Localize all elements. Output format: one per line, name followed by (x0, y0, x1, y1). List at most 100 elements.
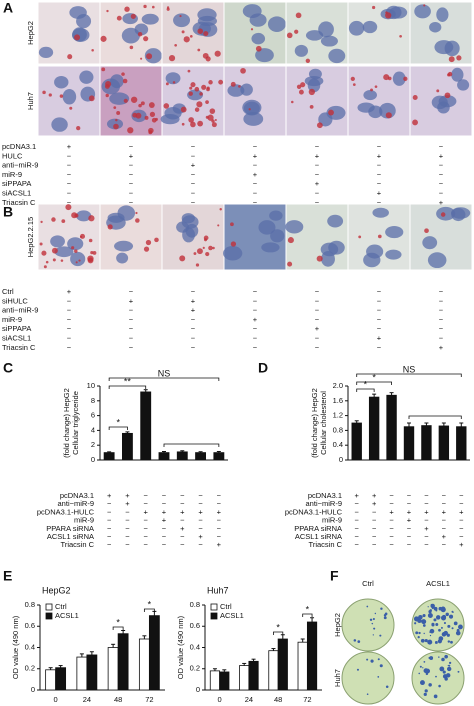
colony (424, 689, 428, 693)
lipid-droplet (143, 36, 149, 42)
treatment-mark: − (253, 287, 258, 296)
nucleus (318, 112, 333, 127)
treatment-mark: − (129, 315, 134, 324)
lipid-droplet (115, 118, 118, 122)
treatment-mark: + (67, 142, 72, 151)
treatment-mark: − (107, 524, 112, 533)
x-tick-label: 0 (54, 695, 58, 704)
colony (377, 675, 380, 678)
lipid-droplet (43, 265, 47, 269)
treatment-mark: − (355, 524, 360, 533)
treatment-mark: − (198, 524, 203, 533)
treatment-mark: − (407, 524, 412, 533)
treatment-mark: − (377, 343, 382, 352)
nucleus (372, 207, 389, 218)
bar (438, 425, 450, 461)
lipid-droplet (217, 224, 220, 227)
lipid-droplet (189, 86, 193, 90)
lipid-droplet (79, 235, 83, 238)
bracket (356, 381, 392, 385)
treatment-mark: − (129, 170, 134, 179)
lipid-droplet (372, 5, 376, 10)
treatment-label: pcDNA3.1-HULC (37, 507, 95, 516)
treatment-mark: + (459, 540, 464, 549)
bracket (108, 377, 220, 381)
treatment-mark: + (377, 188, 382, 197)
colony (366, 605, 369, 608)
treatment-mark: − (144, 532, 149, 541)
colony (384, 612, 388, 616)
x-tick-label: 72 (145, 695, 153, 704)
treatment-mark: − (439, 306, 444, 315)
lipid-droplet (194, 107, 200, 112)
nucleus (243, 112, 264, 126)
bar (456, 426, 467, 461)
nucleus (261, 242, 280, 253)
nucleus (71, 28, 90, 42)
colony (438, 656, 440, 658)
colony (445, 673, 451, 678)
panel-label: F (330, 568, 339, 584)
significance-label: * (306, 604, 310, 614)
colony (427, 639, 433, 645)
lipid-droplet (309, 104, 314, 109)
treatment-mark: − (424, 491, 429, 500)
treatment-mark: + (144, 507, 149, 516)
treatment-mark: − (315, 306, 320, 315)
y-tick-label: 0 (91, 455, 95, 464)
treatment-label: anti−miR-9 (58, 499, 94, 508)
treatment-mark: − (125, 507, 130, 516)
lipid-droplet (202, 246, 205, 250)
bar (122, 432, 133, 461)
legend-label: ACSL1 (220, 611, 244, 620)
treatment-mark: − (162, 524, 167, 533)
lipid-droplet (188, 91, 193, 96)
treatment-mark: + (439, 151, 444, 160)
colony (451, 627, 454, 630)
nucleus (107, 212, 125, 223)
treatment-label: Triacsin C (309, 540, 343, 549)
lipid-droplet (181, 30, 185, 34)
colony (442, 670, 446, 674)
nucleus (62, 89, 77, 105)
lipid-droplet (78, 259, 81, 262)
colony (418, 614, 423, 620)
colony (447, 640, 451, 643)
lipid-droplet (201, 84, 207, 90)
treatment-mark: − (355, 532, 360, 541)
nucleus (197, 8, 217, 22)
lipid-droplet (308, 88, 315, 96)
legend-swatch (45, 612, 53, 620)
treatment-mark: − (253, 188, 258, 197)
panel-label: D (258, 360, 268, 376)
lipid-droplet (69, 106, 73, 110)
lipid-droplet (383, 74, 390, 81)
colony (383, 616, 387, 620)
nucleus (451, 67, 464, 82)
bar (386, 394, 397, 461)
treatment-mark: − (389, 491, 394, 500)
nucleus (385, 249, 402, 260)
colony (371, 622, 374, 625)
treatment-label: anti−miR-9 (2, 306, 38, 315)
treatment-label: miR-9 (74, 516, 94, 525)
lipid-droplet (196, 101, 203, 108)
legend-label: ACSL1 (55, 611, 79, 620)
treatment-mark: − (439, 324, 444, 333)
y-tick-label: 2 (91, 440, 95, 449)
bar (248, 660, 259, 691)
nucleus (79, 70, 94, 84)
nucleus (198, 22, 218, 37)
treatment-mark: − (217, 499, 222, 508)
lipid-droplet (316, 255, 323, 262)
lipid-droplet (148, 102, 155, 108)
colony (439, 666, 445, 672)
y-tick-label: 8 (91, 396, 95, 405)
treatment-mark: − (253, 343, 258, 352)
nucleus (70, 251, 86, 267)
treatment-mark: − (253, 179, 258, 188)
colony (353, 639, 357, 642)
colony (372, 634, 374, 636)
lipid-droplet (203, 31, 209, 37)
colony (366, 693, 369, 696)
